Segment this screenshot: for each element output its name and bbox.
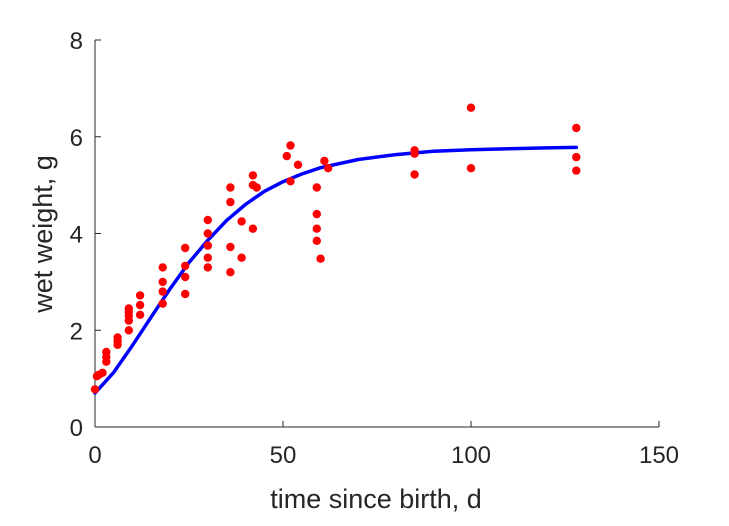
data-point	[203, 229, 212, 238]
data-point	[312, 209, 321, 219]
y-tick-label: 2	[70, 318, 83, 345]
data-point	[181, 272, 190, 282]
data-point	[293, 160, 303, 169]
data-point	[135, 291, 145, 300]
x-tick-label: 50	[270, 442, 297, 469]
data-points-layer	[90, 103, 581, 394]
data-point	[181, 289, 190, 299]
data-point	[135, 310, 145, 319]
data-point	[158, 299, 167, 308]
data-point	[181, 261, 190, 271]
data-point	[203, 263, 212, 272]
data-point	[312, 236, 321, 245]
data-point	[113, 333, 122, 342]
data-point	[203, 215, 212, 225]
y-tick-label: 6	[70, 125, 83, 152]
data-point	[226, 242, 235, 252]
fit-curve-layer	[93, 145, 579, 395]
data-point	[124, 326, 133, 335]
data-point	[286, 141, 295, 150]
x-tick-label: 0	[88, 442, 101, 469]
y-tick-label: 0	[70, 415, 83, 442]
data-point	[282, 151, 291, 161]
axes: 0 50 100 150 0 2 4 6 8	[70, 28, 679, 469]
data-point	[410, 170, 419, 179]
data-point	[286, 177, 295, 186]
y-tick-label: 8	[70, 28, 83, 55]
y-tick-label: 4	[70, 222, 83, 249]
data-point	[102, 347, 111, 357]
data-point	[320, 156, 329, 166]
data-point	[203, 253, 212, 262]
data-point	[158, 263, 167, 272]
data-point	[248, 171, 258, 180]
data-point	[98, 368, 107, 377]
data-point	[572, 166, 581, 175]
data-point	[90, 385, 100, 394]
data-point	[203, 241, 212, 250]
data-point	[248, 224, 258, 233]
y-axis-label: wet weight, g	[28, 155, 58, 314]
data-point	[312, 224, 321, 233]
data-point	[323, 164, 333, 173]
data-point	[572, 152, 581, 162]
data-point	[181, 243, 190, 253]
data-point	[316, 254, 325, 263]
data-point	[226, 183, 235, 192]
data-point	[158, 277, 167, 287]
data-point	[158, 287, 167, 296]
data-point	[252, 183, 261, 192]
data-point	[312, 183, 321, 192]
x-tick-label: 150	[639, 442, 679, 469]
fit-curve	[93, 145, 579, 395]
x-axis-label: time since birth, d	[270, 484, 482, 514]
data-point	[226, 268, 235, 277]
data-point	[226, 197, 235, 207]
data-point	[135, 300, 145, 310]
data-point	[237, 217, 246, 226]
labels-layer: time since birth, d wet weight, g	[28, 155, 482, 514]
x-tick-label: 100	[451, 442, 491, 469]
data-point	[237, 253, 246, 262]
data-point	[124, 304, 133, 313]
data-point	[466, 164, 476, 173]
data-point	[410, 146, 419, 155]
data-point	[572, 123, 581, 133]
data-point	[466, 103, 476, 112]
